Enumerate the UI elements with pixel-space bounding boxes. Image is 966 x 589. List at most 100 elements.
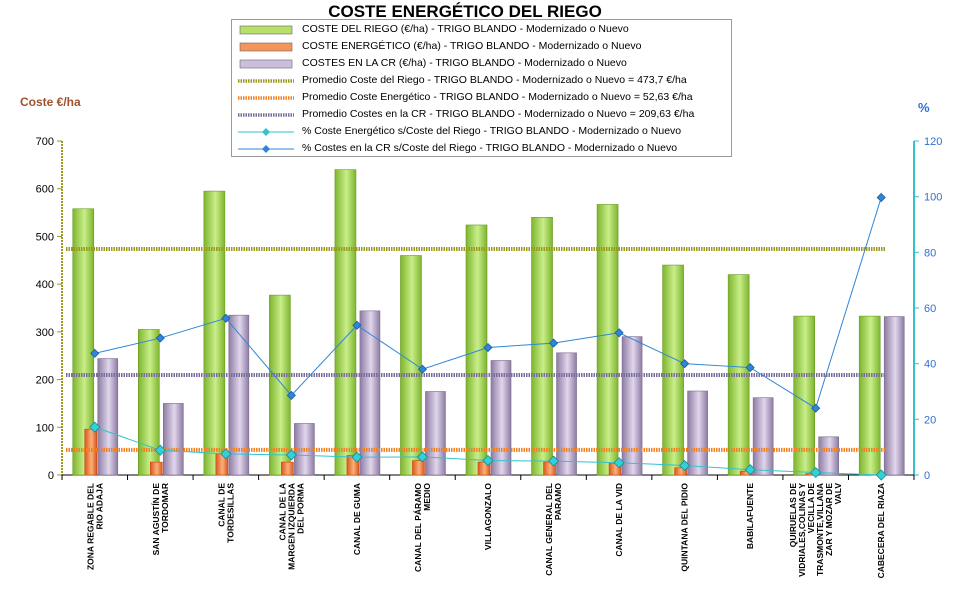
category-label-line: PARAMO xyxy=(553,483,563,521)
pct-point-energetico xyxy=(875,469,887,481)
category-label: QUINTANA DEL PIDIO xyxy=(680,483,690,572)
left-tick-label: 100 xyxy=(36,422,54,434)
category-label-line: MEDIO xyxy=(422,483,432,511)
legend-label: % Coste Energético s/Coste del Riego - T… xyxy=(302,125,682,137)
bar-coste-energetico xyxy=(674,467,687,476)
pct-point-costes-cr xyxy=(417,364,428,374)
category-label-group: CANAL DETORDESILLAS xyxy=(216,483,235,543)
bar-costes-cr xyxy=(425,391,446,476)
bar-coste-riego xyxy=(465,224,488,476)
pct-point-costes-cr xyxy=(90,348,100,358)
category-label: CANAL DE LA VID xyxy=(614,483,624,557)
left-tick-label: 500 xyxy=(36,231,54,243)
bar-coste-riego xyxy=(138,329,160,476)
category-label-group: ZONA REGABLE DELRIO ADAJA xyxy=(85,483,104,570)
left-tick-label: 200 xyxy=(36,375,54,387)
category-label-line: CABECERA DEL RIAZA xyxy=(876,483,886,578)
legend-label: Promedio Coste Energético - TRIGO BLANDO… xyxy=(302,91,693,103)
left-tick-label: 600 xyxy=(36,184,54,196)
legend-symbol xyxy=(238,128,294,136)
pct-point-costes-cr xyxy=(483,342,493,353)
pct-point-energetico xyxy=(679,459,691,472)
bar-costes-cr xyxy=(556,352,577,476)
pct-point-energetico xyxy=(547,455,560,467)
legend-symbol xyxy=(238,113,294,117)
legend-label: Promedio Costes en la CR - TRIGO BLANDO … xyxy=(302,108,695,120)
bar-costes-cr xyxy=(687,390,708,476)
category-label-line: CANAL DEL PÁRAMO xyxy=(413,483,423,572)
bar-coste-riego xyxy=(203,190,226,476)
bar-coste-riego xyxy=(531,217,553,476)
category-label: CANAL DETORDESILLAS xyxy=(216,483,235,543)
category-label-line: QUIRUELAS DE xyxy=(788,483,798,548)
bar-coste-riego xyxy=(793,315,815,476)
pct-point-costes-cr xyxy=(221,313,231,323)
legend-symbol xyxy=(238,96,294,100)
pct-point-costes-cr xyxy=(352,320,362,330)
pct-point-costes-cr xyxy=(614,328,624,338)
category-label-line: MARGEN IZQUIERDA xyxy=(286,483,296,570)
category-label-line: CANAL DE GUMA xyxy=(352,483,362,555)
pct-point-costes-cr xyxy=(548,338,559,348)
legend-symbol xyxy=(238,145,294,153)
bar-costes-cr xyxy=(621,336,643,476)
legend-item: % Costes en la CR s/Coste del Riego - TR… xyxy=(232,141,731,158)
category-label-line: QUINTANA DEL PIDIO xyxy=(680,483,690,572)
category-label: QUIRUELAS DEVIDRIALES,COLINAS YVECILLA D… xyxy=(788,483,843,577)
pct-point-costes-cr xyxy=(680,359,690,369)
pct-point-energetico xyxy=(89,421,101,433)
category-label: SAN AGUSTÍN DETORDOMAR xyxy=(151,483,170,556)
category-label-group: BABILAFUENTE xyxy=(745,483,755,549)
right-tick-label: 80 xyxy=(924,247,936,259)
legend-item: Promedio Coste del Riego - TRIGO BLANDO … xyxy=(232,73,731,90)
bar-costes-cr xyxy=(228,314,250,476)
bar-costes-cr xyxy=(883,316,905,476)
bar-costes-cr xyxy=(490,360,512,476)
category-label-group: CANAL GENERAL DELPARAMO xyxy=(544,483,563,576)
category-label-group: VILLAGONZALO xyxy=(483,483,493,550)
category-label: CABECERA DEL RIAZA xyxy=(876,483,886,578)
left-tick-label: 300 xyxy=(36,327,54,339)
right-tick-label: 60 xyxy=(924,303,936,315)
category-label-line: TRASMONTE,VILLANA xyxy=(815,483,825,576)
pct-point-energetico xyxy=(744,464,756,476)
legend-item: % Coste Energético s/Coste del Riego - T… xyxy=(232,124,731,141)
legend-symbol xyxy=(239,25,293,35)
category-label-line: CANAL DE LA VID xyxy=(614,483,624,557)
category-label: ZONA REGABLE DELRIO ADAJA xyxy=(85,483,104,570)
legend-item: Promedio Costes en la CR - TRIGO BLANDO … xyxy=(232,107,731,124)
pct-point-energetico xyxy=(154,444,166,456)
right-tick-label: 100 xyxy=(924,192,942,204)
right-tick-label: 120 xyxy=(924,136,942,148)
legend: COSTE DEL RIEGO (€/ha) - TRIGO BLANDO - … xyxy=(231,19,732,157)
bar-coste-energetico xyxy=(412,460,425,476)
bar-coste-energetico xyxy=(150,461,163,476)
category-label-line: VALV xyxy=(833,483,843,505)
category-label-line: CANAL DE LA xyxy=(277,483,287,540)
pct-point-energetico xyxy=(613,457,625,469)
bar-costes-cr xyxy=(752,397,774,476)
chart-title: COSTE ENERGÉTICO DEL RIEGO xyxy=(328,2,602,21)
right-tick-label: 40 xyxy=(924,359,936,371)
bar-coste-riego xyxy=(72,208,95,476)
category-label-line: ZAR Y MOZAR DE xyxy=(824,483,834,556)
category-label-line: RIO ADAJA xyxy=(94,483,104,529)
pct-point-energetico xyxy=(416,451,429,463)
bar-coste-riego xyxy=(334,169,357,476)
legend-item: COSTE DEL RIEGO (€/ha) - TRIGO BLANDO - … xyxy=(232,22,731,39)
bar-coste-riego xyxy=(596,204,619,476)
pct-point-costes-cr xyxy=(155,333,165,343)
category-label-line: VIDRIALES,COLINAS Y xyxy=(797,483,807,577)
right-tick-label: 0 xyxy=(924,470,930,482)
category-label: CANAL DEL PÁRAMOMEDIO xyxy=(413,483,432,572)
category-label-group: CANAL DEL PÁRAMOMEDIO xyxy=(413,483,432,572)
pct-point-costes-cr xyxy=(286,390,296,400)
category-label-group: QUIRUELAS DEVIDRIALES,COLINAS YVECILLA D… xyxy=(788,483,843,577)
legend-label: % Costes en la CR s/Coste del Riego - TR… xyxy=(302,142,678,154)
category-label-line: SAN AGUSTÍN DE xyxy=(151,483,161,556)
bar-coste-energetico xyxy=(477,461,491,476)
category-label: CANAL DE LAMARGEN IZQUIERDADEL PORMA xyxy=(277,483,305,570)
category-label-line: VILLAGONZALO xyxy=(483,483,493,550)
bar-coste-energetico xyxy=(281,461,294,476)
legend-label: COSTE DEL RIEGO (€/ha) - TRIGO BLANDO - … xyxy=(302,23,629,35)
